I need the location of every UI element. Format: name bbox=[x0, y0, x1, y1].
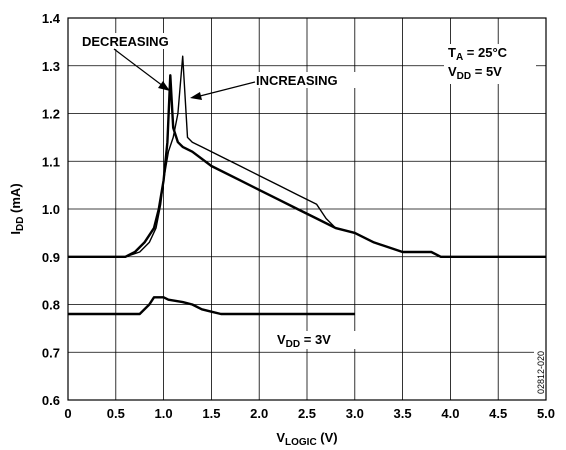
y-tick-label: 1.3 bbox=[42, 59, 60, 74]
increasing-label: INCREASING bbox=[256, 73, 338, 88]
y-tick-label: 1.1 bbox=[42, 154, 60, 169]
x-tick-label: 5.0 bbox=[537, 406, 555, 421]
figure-code: 02812-020 bbox=[536, 351, 546, 394]
decreasing-label: DECREASING bbox=[82, 34, 169, 49]
y-tick-label: 0.6 bbox=[42, 393, 60, 408]
temperature-label-rest: = 25°C bbox=[463, 45, 507, 60]
vdd5-label: VDD = 5V bbox=[448, 64, 502, 82]
x-tick-label: 0.5 bbox=[107, 406, 125, 421]
x-tick-label: 2.5 bbox=[298, 406, 316, 421]
y-tick-label: 0.8 bbox=[42, 298, 60, 313]
y-tick-label: 0.7 bbox=[42, 345, 60, 360]
vdd5-label-main: V bbox=[448, 64, 457, 79]
conditions-label-bg bbox=[444, 44, 536, 84]
plot-border bbox=[67, 17, 547, 401]
temperature-label-main: T bbox=[448, 45, 456, 60]
increasing-arrow bbox=[190, 81, 256, 100]
vdd3-label: VDD = 3V bbox=[277, 332, 331, 350]
y-tick-label: 1.4 bbox=[42, 11, 61, 26]
y-tick-labels: 0.6 0.7 0.8 0.9 1.0 1.1 1.2 1.3 1.4 bbox=[42, 11, 61, 408]
decreasing-label-bg bbox=[80, 33, 192, 49]
x-axis-label-unit: (V) bbox=[317, 430, 338, 445]
x-axis-label: VLOGIC (V) bbox=[276, 430, 337, 448]
y-axis-label-main: I bbox=[8, 231, 23, 235]
temperature-label-sub: A bbox=[456, 52, 463, 63]
x-axis-label-main: V bbox=[276, 430, 285, 445]
figure-code-bg bbox=[534, 340, 546, 396]
vdd3-label-rest: = 3V bbox=[300, 332, 331, 347]
x-tick-labels: 0 0.5 1.0 1.5 2.0 2.5 3.0 3.5 4.0 4.5 5.0 bbox=[64, 406, 555, 421]
increasing-label-bg bbox=[254, 72, 360, 88]
y-tick-label: 1.0 bbox=[42, 202, 60, 217]
series-line-increasing bbox=[68, 55, 546, 258]
y-axis-label-sub: DD bbox=[15, 217, 26, 231]
y-tick-label: 1.2 bbox=[42, 107, 60, 122]
series-line-vdd-3v bbox=[68, 296, 355, 316]
temperature-label: TA = 25°C bbox=[448, 45, 508, 63]
vdd3-label-main: V bbox=[277, 332, 286, 347]
x-tick-label: 3.5 bbox=[394, 406, 412, 421]
y-axis-label-unit: (mA) bbox=[8, 183, 23, 216]
x-tick-label: 0 bbox=[64, 406, 71, 421]
x-tick-label: 4.5 bbox=[489, 406, 507, 421]
x-tick-label: 4.0 bbox=[441, 406, 459, 421]
x-tick-label: 3.0 bbox=[346, 406, 364, 421]
decreasing-arrow bbox=[113, 48, 170, 91]
x-tick-label: 2.0 bbox=[250, 406, 268, 421]
x-tick-label: 1.5 bbox=[202, 406, 220, 421]
y-tick-label: 0.9 bbox=[42, 250, 60, 265]
x-axis-label-sub: LOGIC bbox=[285, 437, 317, 448]
x-tick-label: 1.0 bbox=[155, 406, 173, 421]
series-group bbox=[68, 55, 546, 316]
vdd5-label-sub: DD bbox=[457, 71, 471, 82]
vdd5-label-rest: = 5V bbox=[471, 64, 502, 79]
y-axis-label: IDD (mA) bbox=[8, 183, 26, 234]
vdd3-label-bg bbox=[274, 331, 360, 349]
vdd3-label-sub: DD bbox=[286, 339, 300, 350]
